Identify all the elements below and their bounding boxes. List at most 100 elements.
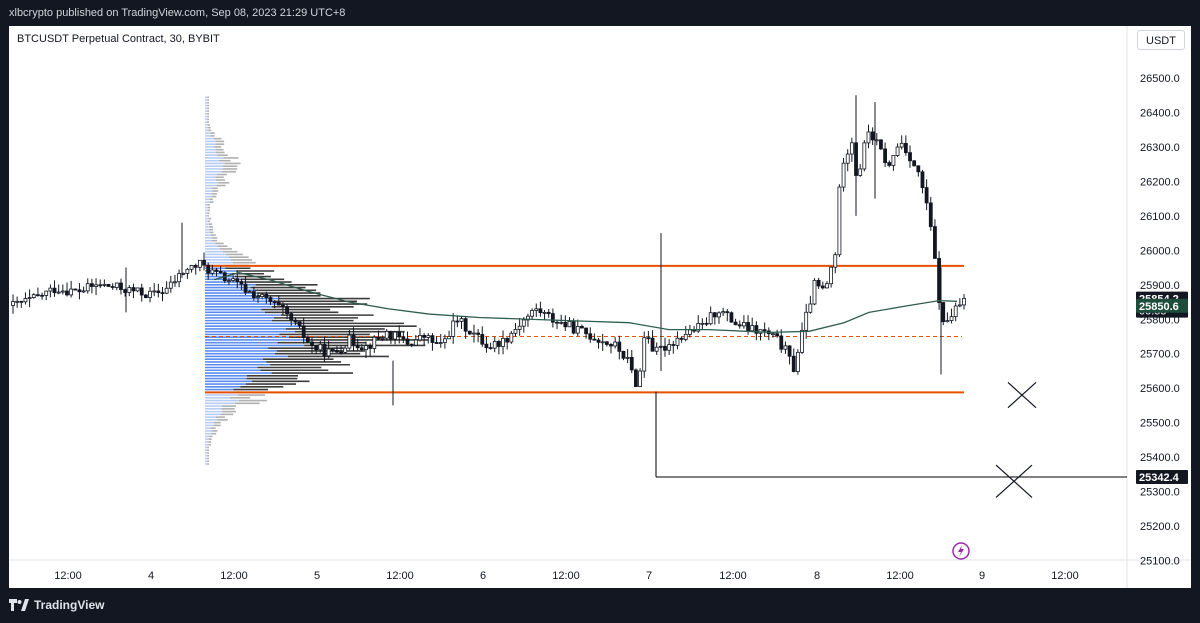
- candle-body: [546, 311, 551, 314]
- x-tick-label: 12:00: [719, 570, 747, 582]
- candle-body: [517, 325, 522, 330]
- candle-body: [148, 290, 152, 298]
- candle-body: [463, 318, 468, 332]
- candle-body: [779, 335, 784, 350]
- candle-body: [667, 344, 672, 351]
- candle-body: [60, 290, 65, 293]
- candle-body: [31, 294, 36, 299]
- chart-panel[interactable]: BTCUSDT Perpetual Contract, 30, BYBIT US…: [9, 26, 1191, 588]
- y-tick-label: 25600.0: [1140, 383, 1180, 395]
- x-tick-label: 12:00: [552, 570, 580, 582]
- candle-body: [704, 322, 709, 325]
- x-mark-stroke: [1007, 382, 1037, 409]
- symbol-label[interactable]: BTCUSDT Perpetual Contract, 30, BYBIT: [17, 33, 220, 45]
- candle-body: [69, 288, 74, 296]
- candle-body: [173, 281, 177, 284]
- price-chart[interactable]: 26500.0 26400.0 26300.0 26200.0 26100.0 26000…: [9, 26, 1191, 588]
- price-label-box: [1136, 298, 1188, 313]
- candle-body: [920, 171, 925, 189]
- y-tick-label: 26000.0: [1140, 245, 1180, 257]
- candle-body: [783, 345, 788, 350]
- candle-body: [202, 259, 206, 266]
- candle-body: [347, 334, 352, 349]
- candle-body: [858, 168, 863, 176]
- candle-body: [874, 139, 879, 142]
- candle-body: [355, 344, 360, 349]
- candle-body: [550, 313, 555, 323]
- candle-body: [40, 294, 44, 297]
- candle-body: [733, 321, 738, 326]
- candle-body: [849, 142, 854, 155]
- candle-body: [422, 334, 427, 338]
- candle-body: [335, 350, 339, 353]
- candle-body: [364, 345, 368, 351]
- candle-body: [866, 131, 871, 144]
- candle-body: [746, 322, 750, 332]
- y-tick-label: 25300.0: [1140, 487, 1180, 499]
- candle-body: [808, 303, 813, 313]
- candle-body: [330, 348, 335, 351]
- candle-body: [484, 343, 489, 349]
- candle-body: [833, 254, 838, 268]
- candle-body: [384, 331, 389, 339]
- candle-body: [505, 337, 510, 343]
- candle-body: [642, 337, 647, 372]
- candle-body: [119, 282, 123, 290]
- candle-body: [737, 324, 742, 327]
- candle-body: [451, 320, 456, 337]
- currency-button[interactable]: USDT: [1137, 30, 1185, 50]
- candle-body: [928, 202, 933, 228]
- candle-body: [480, 334, 485, 345]
- candle-body: [937, 258, 941, 303]
- candle-body: [712, 312, 717, 318]
- candle-body: [903, 142, 908, 154]
- candle-body: [393, 331, 397, 340]
- candle-body: [251, 291, 256, 299]
- x-tick-label: 9: [979, 570, 985, 582]
- candle-body: [197, 259, 202, 268]
- candle-body: [438, 342, 443, 344]
- candle-body: [509, 332, 514, 343]
- candle-body: [496, 341, 501, 347]
- candle-body: [322, 343, 327, 357]
- candle-body: [94, 284, 98, 287]
- candle-body: [73, 288, 78, 291]
- candle-body: [596, 339, 601, 343]
- candle-body: [52, 287, 57, 294]
- candle-body: [260, 293, 265, 297]
- candle-body: [459, 318, 464, 322]
- candle-body: [143, 294, 148, 298]
- candle-body: [310, 341, 314, 346]
- candle-body: [389, 331, 393, 340]
- y-tick-label: 25100.0: [1140, 556, 1180, 568]
- candle-body: [534, 308, 539, 311]
- y-tick-label: 26500.0: [1140, 73, 1180, 85]
- candle-body: [418, 334, 422, 341]
- candle-body: [488, 347, 493, 350]
- candle-body: [688, 329, 692, 335]
- candle-body: [899, 142, 904, 148]
- candle-body: [725, 311, 730, 314]
- candle-body: [787, 345, 792, 357]
- candle-body: [933, 226, 937, 259]
- candle-body: [376, 336, 381, 340]
- candle-body: [804, 311, 809, 331]
- candle-body: [467, 330, 472, 335]
- candle-body: [135, 287, 140, 292]
- y-tick-label: 26200.0: [1140, 176, 1180, 188]
- candle-body: [957, 304, 962, 307]
- candle-body: [243, 283, 248, 293]
- candle-body: [700, 322, 705, 325]
- candle-body: [430, 335, 435, 343]
- candle-body: [800, 329, 804, 353]
- x-tick-label: 6: [480, 570, 486, 582]
- candle-body: [90, 283, 94, 287]
- candle-body: [675, 337, 680, 346]
- tradingview-brand[interactable]: TradingView: [9, 598, 104, 612]
- candle-body: [81, 290, 86, 293]
- x-tick-label: 12:00: [386, 570, 414, 582]
- candle-body: [592, 338, 597, 341]
- price-label-box: [1136, 469, 1188, 484]
- candle-body: [293, 319, 298, 323]
- x-tick-label: 12:00: [220, 570, 248, 582]
